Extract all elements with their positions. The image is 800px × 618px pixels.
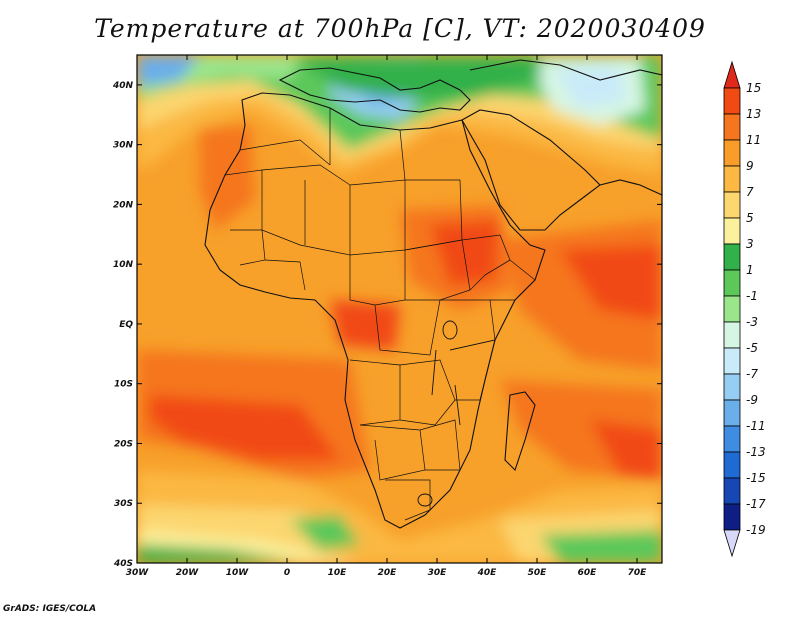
colorbar-swatch (723, 139, 741, 167)
colorbar-swatch (723, 373, 741, 401)
colorbar-swatch (723, 295, 741, 323)
colorbar-label: -17 (746, 497, 766, 511)
map-frame (136, 54, 663, 564)
colorbar-swatch (723, 399, 741, 427)
colorbar-swatch (723, 347, 741, 375)
colorbar-triangle-bottom (723, 529, 741, 558)
lon-tick-label: 10E (328, 568, 348, 578)
colorbar-label: 11 (746, 133, 761, 147)
longitude-axis: 30W 20W 10W 0 10E 20E 30E 40E 50E 60E 70E (126, 55, 647, 578)
colorbar-label: 13 (746, 107, 761, 121)
colorbar-label: -9 (746, 393, 758, 407)
lat-tick-label: 30S (114, 499, 133, 509)
lon-tick-label: 30W (126, 568, 150, 578)
grads-credit: GrADS: IGES/COLA (3, 604, 97, 614)
lon-tick-label: 30E (428, 568, 448, 578)
lat-tick-label: 20S (114, 439, 133, 449)
colorbar-label: 3 (746, 237, 754, 251)
lat-tick-label: EQ (119, 320, 133, 330)
colorbar-label: -15 (746, 471, 766, 485)
colorbar-label: -19 (746, 523, 766, 537)
colorbar-swatch (723, 269, 741, 297)
colorbar-label: -13 (746, 445, 766, 459)
colorbar-label: -5 (746, 341, 758, 355)
lat-tick-label: 40N (112, 81, 134, 91)
lat-tick-label: 40S (113, 559, 133, 569)
lat-tick-label: 10N (113, 260, 134, 270)
colorbar-swatch (723, 451, 741, 479)
lon-tick-label: 10W (226, 568, 250, 578)
temperature-field (137, 55, 662, 563)
colorbar-label: -3 (746, 315, 758, 329)
colorbar-swatch (723, 425, 741, 453)
colorbar-label: -7 (746, 367, 758, 381)
lakes (417, 320, 461, 507)
colorbar-label: 7 (746, 185, 754, 199)
colorbar-swatch (723, 321, 741, 349)
latitude-axis: 40N 30N 20N 10N EQ 10S 20S 30S 40S (112, 81, 662, 569)
colorbar-swatch (723, 165, 741, 193)
colorbar-swatch (723, 243, 741, 271)
colorbar-label: -11 (746, 419, 766, 433)
colorbar: 15 13 11 9 7 5 3 1 -1 -3 -5 -7 -9 -11 -13 -15 -17 -19 (723, 60, 766, 558)
lon-tick-label: 40E (477, 568, 498, 578)
lon-tick-label: 70E (628, 568, 648, 578)
colorbar-swatch (723, 503, 741, 531)
colorbar-label: 1 (746, 263, 754, 277)
colorbar-label: -1 (746, 289, 758, 303)
lon-tick-label: 20W (176, 568, 200, 578)
colorbar-label: 9 (746, 159, 754, 173)
chart-title: Temperature at 700hPa [C], VT: 202003040… (94, 14, 706, 43)
country-borders (224, 108, 536, 521)
colorbar-label: 15 (746, 81, 761, 95)
lat-tick-label: 20N (113, 200, 134, 210)
colorbar-swatch (723, 113, 741, 141)
colorbar-triangle-top (723, 60, 741, 89)
lon-tick-label: 20E (378, 568, 398, 578)
colorbar-swatch (723, 217, 741, 245)
lat-tick-label: 30N (113, 141, 134, 151)
coastlines (204, 59, 662, 529)
lat-tick-label: 10S (114, 380, 133, 390)
colorbar-swatch (723, 87, 741, 115)
colorbar-swatch (723, 477, 741, 505)
lon-tick-label: 50E (528, 568, 548, 578)
lon-tick-label: 0 (284, 568, 290, 578)
colorbar-swatch (723, 191, 741, 219)
lon-tick-label: 60E (578, 568, 598, 578)
colorbar-label: 5 (746, 211, 754, 225)
